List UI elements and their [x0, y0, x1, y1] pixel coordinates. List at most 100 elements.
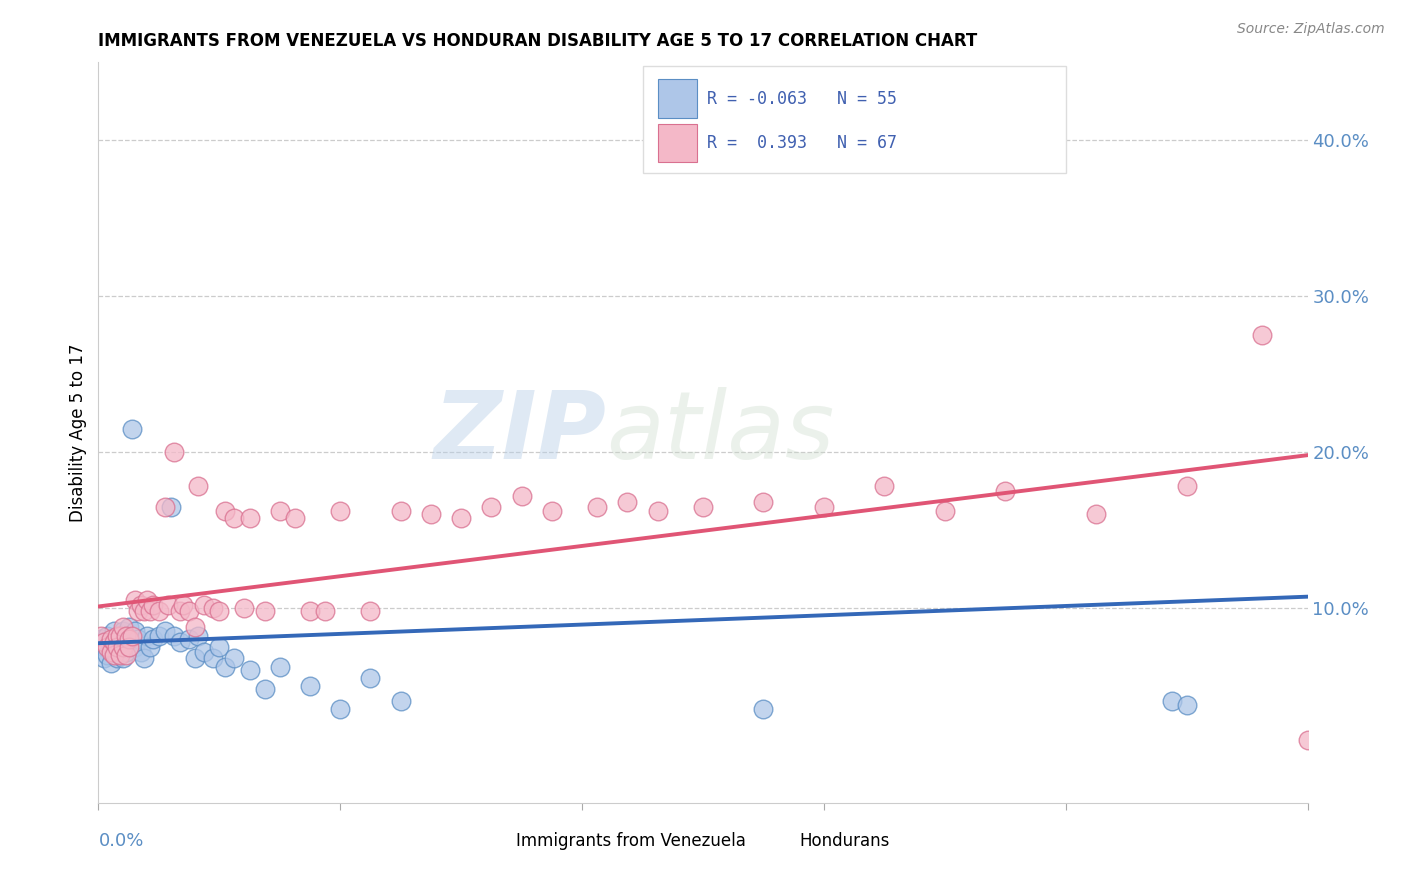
Point — [179, 604, 201, 618]
Point — [108, 648, 131, 662]
Point — [153, 500, 176, 514]
Point — [100, 632, 122, 647]
Point — [90, 632, 112, 647]
Point — [360, 604, 382, 618]
Point — [239, 663, 262, 677]
Text: Hondurans: Hondurans — [800, 831, 890, 849]
FancyBboxPatch shape — [658, 79, 697, 118]
Point — [127, 632, 149, 647]
Point — [193, 598, 215, 612]
Point — [1296, 733, 1319, 747]
Point — [111, 620, 134, 634]
Point — [111, 650, 134, 665]
Point — [132, 604, 155, 618]
Point — [103, 645, 125, 659]
Text: R =  0.393   N = 67: R = 0.393 N = 67 — [707, 134, 897, 153]
Text: IMMIGRANTS FROM VENEZUELA VS HONDURAN DISABILITY AGE 5 TO 17 CORRELATION CHART: IMMIGRANTS FROM VENEZUELA VS HONDURAN DI… — [98, 32, 977, 50]
Point — [160, 500, 183, 514]
Point — [329, 702, 352, 716]
Point — [172, 598, 194, 612]
Point — [208, 604, 231, 618]
Point — [124, 624, 146, 639]
Point — [129, 598, 152, 612]
Point — [647, 504, 669, 518]
Point — [121, 629, 143, 643]
Point — [510, 489, 533, 503]
Point — [96, 640, 118, 654]
Point — [135, 629, 157, 643]
Point — [108, 648, 131, 662]
Point — [253, 681, 276, 696]
Point — [752, 702, 775, 716]
Point — [163, 445, 186, 459]
Point — [108, 629, 131, 643]
Point — [124, 640, 146, 654]
Point — [105, 650, 128, 665]
Point — [269, 504, 291, 518]
Point — [111, 640, 134, 654]
Point — [100, 656, 122, 670]
Point — [329, 504, 352, 518]
Point — [103, 624, 125, 639]
Y-axis label: Disability Age 5 to 17: Disability Age 5 to 17 — [69, 343, 87, 522]
Point — [114, 632, 136, 647]
Point — [224, 650, 246, 665]
Point — [299, 679, 322, 693]
Point — [1160, 694, 1182, 708]
Point — [93, 640, 115, 654]
Point — [132, 650, 155, 665]
Point — [129, 645, 152, 659]
Point — [118, 635, 141, 649]
Point — [105, 640, 128, 654]
Point — [90, 629, 112, 643]
Point — [142, 632, 165, 647]
Point — [105, 635, 128, 649]
Point — [934, 504, 956, 518]
Text: atlas: atlas — [606, 387, 835, 478]
Point — [93, 650, 115, 665]
Point — [232, 601, 254, 615]
Point — [299, 604, 322, 618]
Point — [111, 624, 134, 639]
Point — [96, 629, 118, 643]
Point — [114, 648, 136, 662]
Point — [121, 422, 143, 436]
Point — [96, 648, 118, 662]
Point — [239, 510, 262, 524]
Point — [169, 604, 191, 618]
Point — [108, 629, 131, 643]
Point — [127, 604, 149, 618]
Text: Immigrants from Venezuela: Immigrants from Venezuela — [516, 831, 745, 849]
Point — [540, 504, 562, 518]
Point — [208, 640, 231, 654]
Point — [360, 671, 382, 685]
Point — [692, 500, 714, 514]
Point — [481, 500, 503, 514]
Point — [187, 479, 209, 493]
Point — [135, 593, 157, 607]
Point — [193, 645, 215, 659]
Point — [994, 484, 1017, 499]
Point — [873, 479, 896, 493]
FancyBboxPatch shape — [465, 831, 509, 849]
Point — [184, 650, 207, 665]
Point — [844, 133, 866, 147]
Point — [93, 635, 115, 649]
Point — [253, 604, 276, 618]
Point — [420, 508, 443, 522]
Point — [103, 635, 125, 649]
Point — [184, 620, 207, 634]
Text: ZIP: ZIP — [433, 386, 606, 479]
Point — [153, 624, 176, 639]
Point — [179, 632, 201, 647]
Point — [169, 635, 191, 649]
Point — [269, 660, 291, 674]
FancyBboxPatch shape — [643, 66, 1066, 173]
Text: Source: ZipAtlas.com: Source: ZipAtlas.com — [1237, 22, 1385, 37]
Point — [202, 650, 225, 665]
Point — [1085, 508, 1108, 522]
Point — [156, 598, 179, 612]
Point — [118, 640, 141, 654]
Point — [450, 510, 472, 524]
Text: 0.0%: 0.0% — [98, 832, 143, 850]
